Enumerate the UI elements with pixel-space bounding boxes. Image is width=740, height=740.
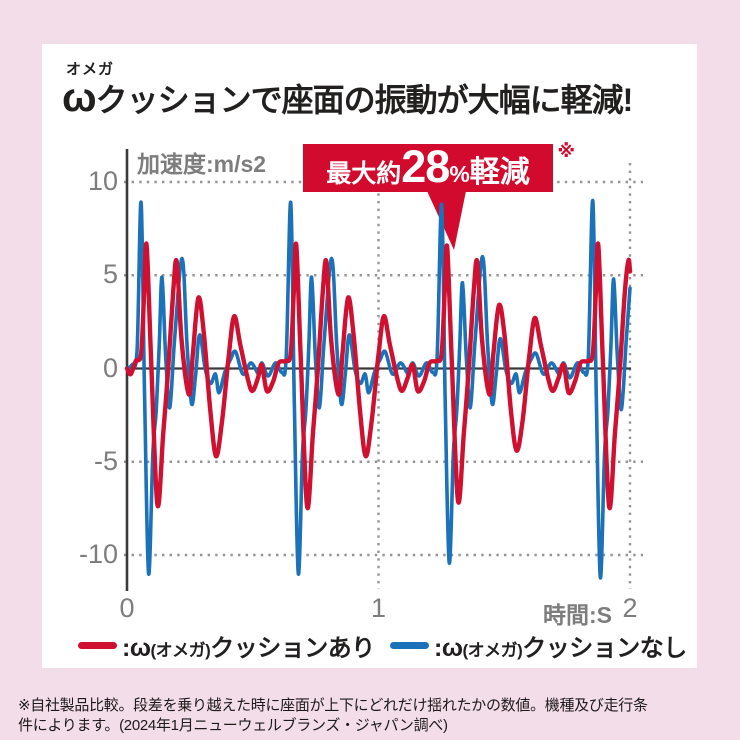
- blue-line-swatch: [390, 642, 429, 649]
- legend: :ω(オメガ)クッションあり :ω(オメガ)クッションなし: [0, 628, 740, 662]
- title-text: クッションで座面の振動が大幅に軽減!: [95, 82, 634, 118]
- footnote-line-2: 件によります。(2024年1月ニューウェルブランズ・ジャパン調べ): [18, 717, 448, 734]
- footnote: ※自社製品比較。段差を乗り越えた時に座面が上下にどれだけ揺れたかの数値。機種及び…: [18, 696, 648, 736]
- footnote-line-1: ※自社製品比較。段差を乗り越えた時に座面が上下にどれだけ揺れたかの数値。機種及び…: [18, 697, 648, 714]
- badge-prefix: 最大約: [326, 160, 402, 188]
- badge-percent: %: [449, 161, 470, 187]
- y-axis-label: 加速度:m/s2: [137, 151, 267, 177]
- card: [42, 44, 697, 668]
- legend-item-with-cushion: :ω(オメガ)クッションあり: [78, 628, 375, 663]
- legend-label: :ω(オメガ)クッションあり: [122, 634, 375, 662]
- legend-item-without-cushion: :ω(オメガ)クッションなし: [390, 628, 687, 663]
- title-furigana: オメガ: [66, 61, 115, 78]
- asterisk-mark: ※: [557, 141, 576, 161]
- legend-label: :ω(オメガ)クッションなし: [434, 634, 687, 662]
- page-title: ωクッションで座面の振動が大幅に軽減!: [62, 74, 634, 121]
- reduction-badge: 最大約 28% 軽減 ※: [303, 141, 575, 192]
- badge-value: 28: [401, 141, 450, 192]
- red-line-swatch: [78, 642, 117, 649]
- omega-glyph: ω: [62, 74, 97, 120]
- badge-suffix: 軽減: [469, 156, 530, 189]
- x-axis-label: 時間:S: [543, 602, 612, 628]
